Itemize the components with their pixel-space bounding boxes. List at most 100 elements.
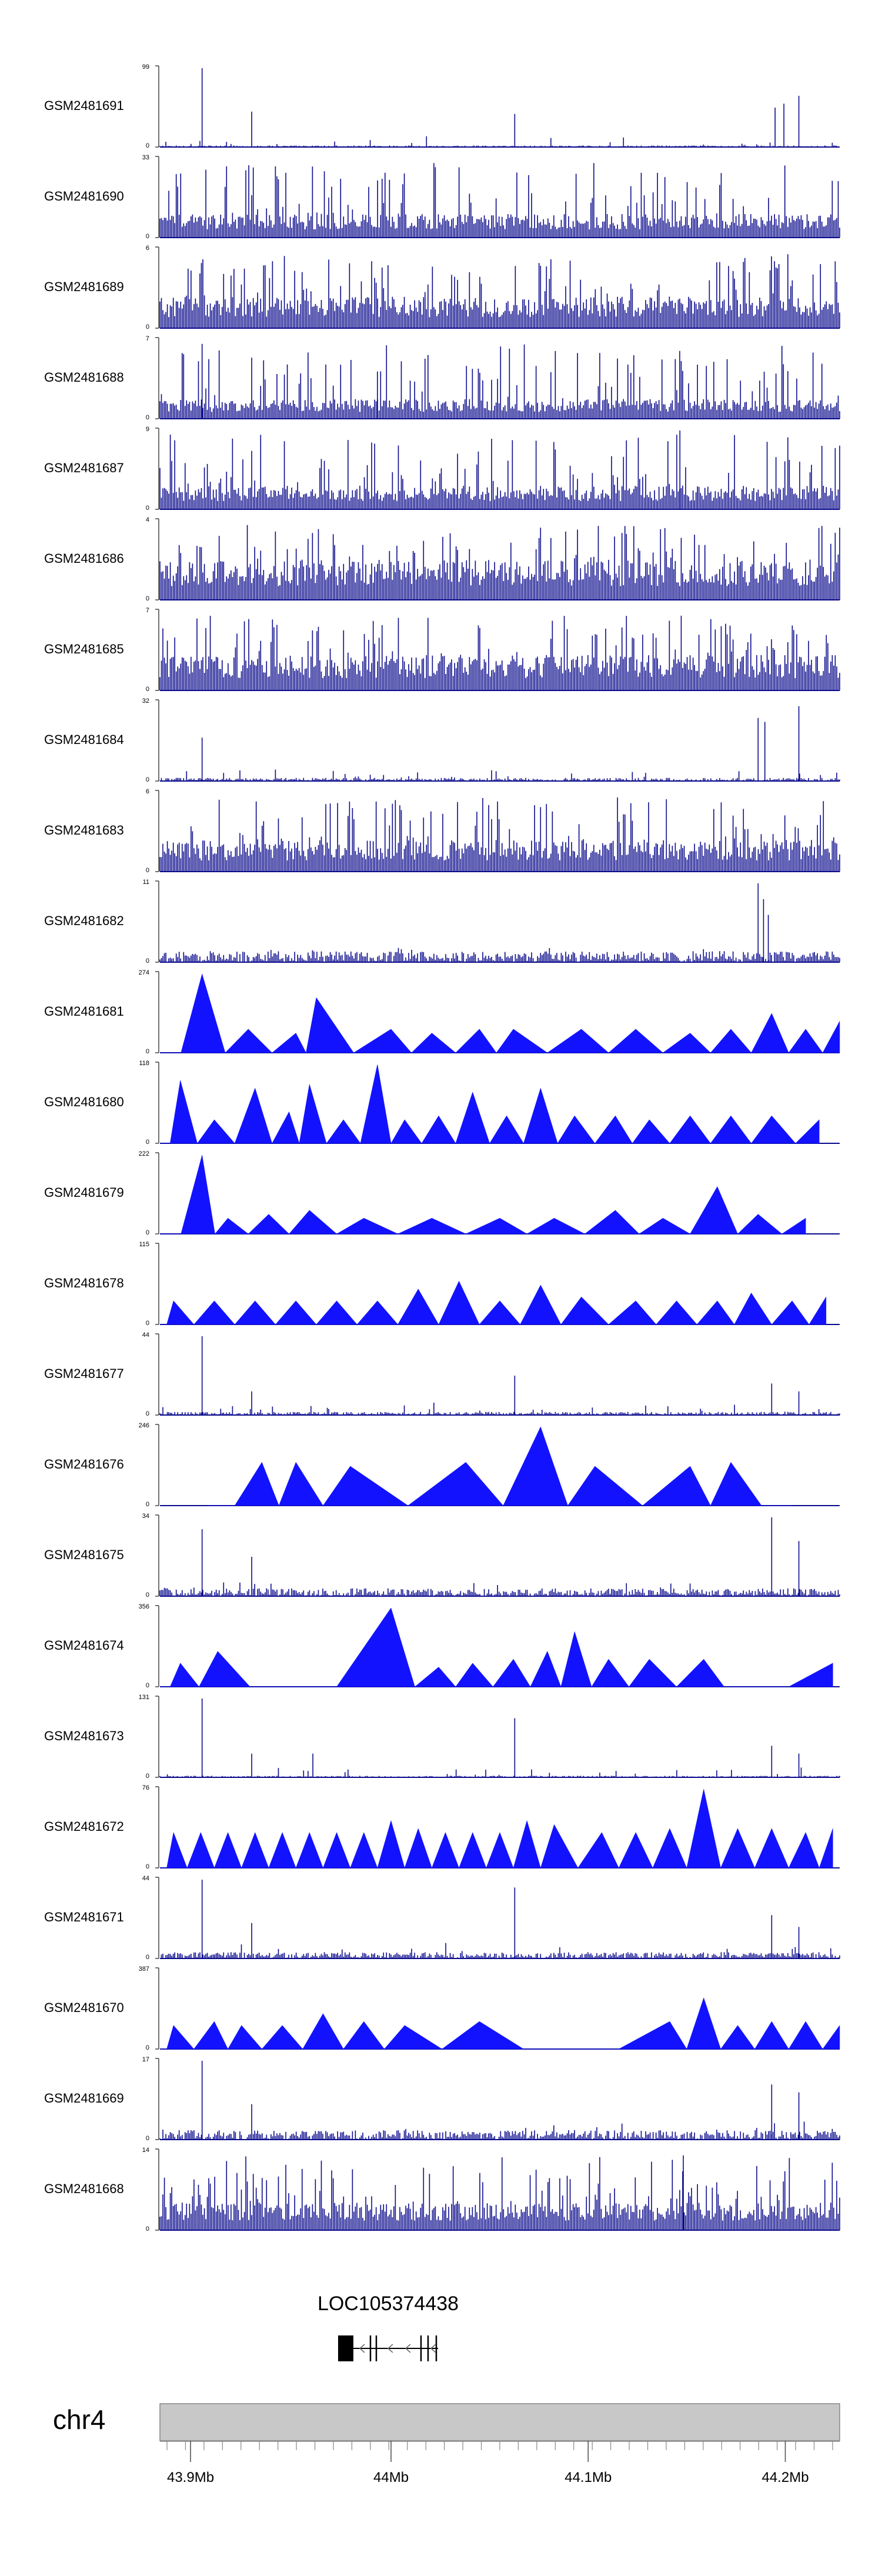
track-name: GSM2481690 (44, 189, 124, 203)
y-max-label: 222 (139, 1150, 149, 1157)
y-min-label: 0 (146, 1863, 149, 1870)
tick-label: 44.2Mb (761, 2470, 808, 2485)
y-min-label: 0 (146, 1048, 149, 1055)
y-max-label: 4 (146, 516, 149, 523)
signal-bars (159, 706, 840, 781)
y-max-label: 6 (146, 788, 149, 795)
gene-label: LOC105374438 (318, 2293, 459, 2315)
signal-area (160, 973, 840, 1053)
y-min-label: 0 (146, 957, 149, 965)
track-name: GSM2481670 (44, 2000, 124, 2015)
chromosome-label: chr4 (53, 2404, 105, 2435)
y-max-label: 356 (139, 1603, 149, 1610)
track-GSM2481691: GSM2481691 99 0 (44, 64, 840, 149)
y-max-label: 14 (142, 2147, 149, 2154)
track-GSM2481685: GSM2481685 7 0 (44, 607, 840, 693)
track-GSM2481684: GSM2481684 32 0 (44, 698, 840, 783)
y-max-label: 76 (142, 1784, 149, 1791)
gene-track: LOC105374438 (318, 2293, 459, 2361)
signal-bars (159, 2155, 840, 2230)
track-GSM2481687: GSM2481687 9 0 (44, 426, 840, 512)
y-max-label: 17 (142, 2056, 149, 2063)
track-GSM2481681: GSM2481681 274 0 (44, 969, 840, 1055)
y-max-label: 6 (146, 245, 149, 252)
track-name: GSM2481674 (44, 1638, 124, 1653)
tick-label: 43.9Mb (167, 2470, 214, 2485)
y-max-label: 99 (142, 64, 149, 71)
track-name: GSM2481689 (44, 279, 124, 294)
y-min-label: 0 (146, 2044, 149, 2051)
track-GSM2481680: GSM2481680 118 0 (44, 1060, 840, 1146)
track-GSM2481678: GSM2481678 115 0 (44, 1241, 840, 1327)
y-min-label: 0 (146, 2135, 149, 2142)
track-GSM2481686: GSM2481686 4 0 (44, 516, 840, 602)
y-max-label: 118 (139, 1060, 149, 1067)
track-name: GSM2481672 (44, 1819, 124, 1834)
track-GSM2481677: GSM2481677 44 0 (44, 1332, 840, 1417)
signal-bars (159, 1699, 840, 1777)
y-min-label: 0 (146, 867, 149, 874)
signal-area (160, 1064, 820, 1144)
track-name: GSM2481682 (44, 913, 124, 928)
track-GSM2481669: GSM2481669 17 0 (44, 2056, 840, 2142)
signal-bars (159, 163, 840, 238)
y-max-label: 7 (146, 607, 149, 614)
y-min-label: 0 (146, 1682, 149, 1689)
track-name: GSM2481683 (44, 823, 124, 837)
signal-bars (159, 1517, 840, 1596)
track-GSM2481668: GSM2481668 14 0 (44, 2147, 840, 2233)
track-name: GSM2481669 (44, 2091, 124, 2105)
y-max-label: 115 (139, 1241, 149, 1248)
signal-bars (159, 68, 840, 147)
gene-exon-main (338, 2335, 353, 2361)
y-min-label: 0 (146, 505, 149, 512)
track-GSM2481679: GSM2481679 222 0 (44, 1150, 840, 1236)
signal-bars (161, 1880, 840, 1958)
track-name: GSM2481688 (44, 370, 124, 385)
track-GSM2481675: GSM2481675 34 0 (44, 1513, 840, 1599)
y-max-label: 246 (139, 1422, 149, 1429)
track-name: GSM2481678 (44, 1276, 124, 1290)
signal-area (160, 1154, 806, 1234)
y-min-label: 0 (146, 233, 149, 240)
y-min-label: 0 (146, 1139, 149, 1146)
signal-area (160, 1997, 840, 2050)
signal-bars (159, 883, 840, 962)
track-GSM2481670: GSM2481670 387 0 (44, 1966, 840, 2051)
signal-bars (159, 254, 840, 328)
signal-bars (159, 525, 840, 600)
track-GSM2481683: GSM2481683 6 0 (44, 788, 840, 874)
y-max-label: 131 (139, 1694, 149, 1701)
y-min-label: 0 (146, 1501, 149, 1508)
y-max-label: 44 (142, 1875, 149, 1882)
y-min-label: 0 (146, 323, 149, 331)
chromosome-ideogram (159, 2403, 840, 2441)
y-min-label: 0 (146, 1773, 149, 1780)
tick-label: 44.1Mb (564, 2470, 612, 2485)
y-min-label: 0 (146, 595, 149, 602)
track-name: GSM2481677 (44, 1366, 124, 1381)
y-min-label: 0 (146, 776, 149, 783)
y-min-label: 0 (146, 2225, 149, 2233)
strand-arrow (430, 2344, 436, 2353)
track-name: GSM2481679 (44, 1185, 124, 1200)
track-GSM2481682: GSM2481682 11 0 (44, 879, 840, 965)
y-max-label: 11 (143, 879, 149, 886)
track-GSM2481672: GSM2481672 76 0 (44, 1784, 840, 1870)
track-name: GSM2481676 (44, 1457, 124, 1471)
strand-arrow (387, 2344, 393, 2353)
strand-arrow (405, 2344, 411, 2353)
y-min-label: 0 (146, 1320, 149, 1327)
y-max-label: 34 (142, 1513, 149, 1520)
signal-area (160, 1280, 827, 1325)
y-max-label: 44 (142, 1332, 149, 1339)
track-name: GSM2481687 (44, 461, 124, 475)
y-min-label: 0 (146, 1229, 149, 1236)
y-max-label: 7 (146, 335, 149, 342)
track-GSM2481688: GSM2481688 7 0 (44, 335, 840, 421)
track-name: GSM2481680 (44, 1095, 124, 1109)
track-name: GSM2481673 (44, 1729, 124, 1743)
track-name: GSM2481691 (44, 98, 124, 113)
signal-bars (159, 615, 840, 690)
